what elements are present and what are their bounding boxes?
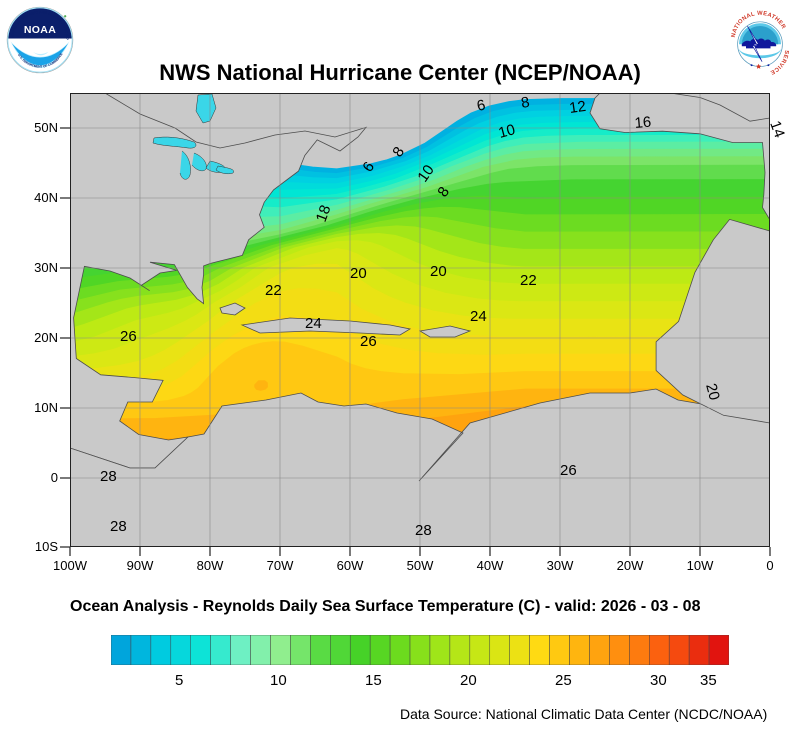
svg-text:8: 8	[389, 144, 408, 161]
svg-text:18: 18	[313, 203, 335, 224]
svg-text:16: 16	[634, 114, 652, 132]
svg-text:6: 6	[359, 159, 378, 176]
svg-text:20: 20	[350, 265, 367, 282]
svg-text:22: 22	[520, 272, 537, 289]
svg-text:28: 28	[110, 518, 127, 535]
svg-text:20: 20	[430, 263, 447, 280]
svg-text:22: 22	[265, 282, 282, 299]
svg-text:26: 26	[560, 462, 577, 479]
svg-text:26: 26	[120, 328, 137, 345]
svg-text:10: 10	[414, 162, 437, 185]
svg-text:20: 20	[702, 382, 723, 403]
svg-text:8: 8	[520, 94, 531, 112]
svg-text:28: 28	[100, 468, 117, 485]
svg-text:10: 10	[497, 121, 518, 142]
svg-text:24: 24	[305, 315, 322, 332]
svg-text:28: 28	[415, 522, 432, 539]
svg-text:24: 24	[470, 308, 487, 325]
svg-text:26: 26	[360, 333, 377, 350]
svg-text:6: 6	[475, 97, 487, 115]
svg-text:12: 12	[568, 98, 587, 117]
svg-text:8: 8	[434, 184, 453, 201]
